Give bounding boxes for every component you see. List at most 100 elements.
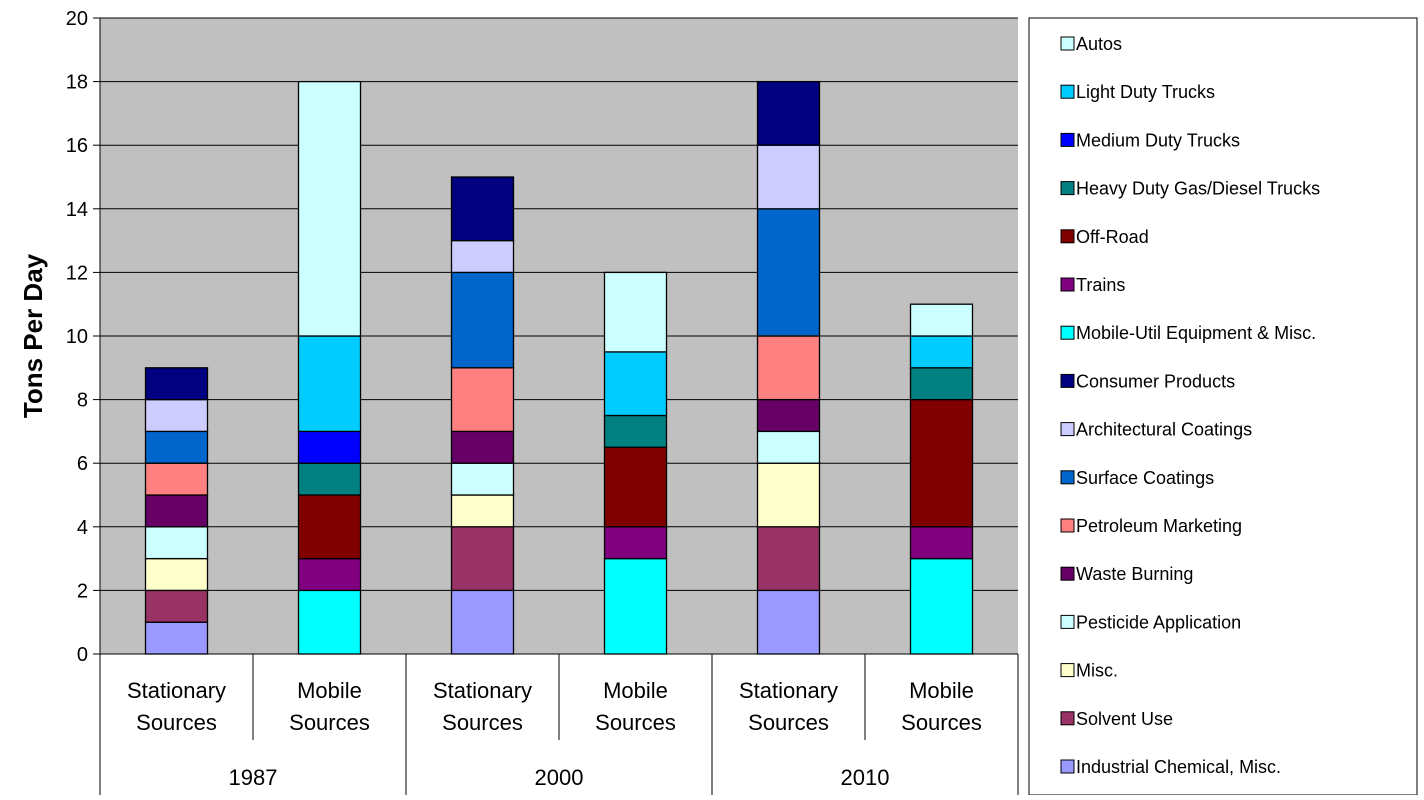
x-category-label: Stationary bbox=[433, 678, 532, 703]
bar-segment bbox=[297, 430, 362, 464]
bar-segment bbox=[450, 526, 515, 592]
bar-segment bbox=[450, 589, 515, 655]
y-tick-label: 6 bbox=[77, 453, 88, 475]
bar-segment bbox=[450, 176, 515, 242]
x-category-label: Sources bbox=[748, 710, 829, 735]
bar-segment bbox=[603, 271, 668, 353]
bar-segment bbox=[450, 494, 515, 528]
legend-swatch bbox=[1060, 759, 1075, 774]
bar-segment bbox=[144, 621, 209, 655]
y-tick-label: 20 bbox=[66, 8, 88, 30]
legend-swatch bbox=[1060, 181, 1075, 196]
bar-segment bbox=[297, 589, 362, 655]
x-category-label: Mobile bbox=[297, 678, 362, 703]
x-category-label: Sources bbox=[901, 710, 982, 735]
legend-entry: Architectural Coatings bbox=[1076, 420, 1252, 440]
bar-segment bbox=[603, 557, 668, 655]
legend-entry: Misc. bbox=[1076, 661, 1118, 681]
bar-segment bbox=[756, 589, 821, 655]
y-tick-label: 16 bbox=[66, 135, 88, 157]
legend-entry: Mobile-Util Equipment & Misc. bbox=[1076, 323, 1316, 343]
legend-entry: Trains bbox=[1076, 275, 1125, 295]
legend-swatch bbox=[1060, 422, 1075, 437]
x-category-label: Mobile bbox=[909, 678, 974, 703]
x-category-label: Stationary bbox=[739, 678, 838, 703]
x-category-labels: Stationary Sources Mobile Sources Stationary… bbox=[127, 678, 982, 790]
bar-segment bbox=[603, 351, 668, 417]
y-tick-label: 4 bbox=[77, 517, 88, 539]
x-category-label: Stationary bbox=[127, 678, 226, 703]
y-tick-label: 0 bbox=[77, 644, 88, 666]
legend-entry: Petroleum Marketing bbox=[1076, 516, 1242, 536]
bar-segment bbox=[909, 303, 974, 337]
bar-segment bbox=[450, 239, 515, 274]
bar-segment bbox=[297, 557, 362, 592]
y-tick-label: 10 bbox=[66, 326, 88, 348]
bar-segment bbox=[297, 494, 362, 560]
y-tick-label: 2 bbox=[77, 580, 88, 602]
y-tick-label: 8 bbox=[77, 390, 88, 412]
axes bbox=[93, 17, 1019, 795]
x-category-label: Sources bbox=[289, 710, 370, 735]
legend-swatch bbox=[1060, 277, 1075, 292]
legend-swatch bbox=[1060, 566, 1075, 581]
bar-segment bbox=[909, 398, 974, 528]
bar-segment bbox=[756, 144, 821, 210]
legend-entry: Medium Duty Trucks bbox=[1076, 130, 1240, 150]
x-group-label: 2000 bbox=[535, 765, 584, 790]
bar-segment bbox=[756, 80, 821, 146]
legend-swatch bbox=[1060, 663, 1075, 678]
legend-entry: Heavy Duty Gas/Diesel Trucks bbox=[1076, 179, 1320, 199]
legend-box bbox=[1028, 17, 1418, 796]
legend-entry: Light Duty Trucks bbox=[1076, 82, 1215, 102]
bar-segment bbox=[144, 398, 209, 433]
legend-entry: Waste Burning bbox=[1076, 564, 1193, 584]
bar-segment bbox=[909, 367, 974, 401]
bars bbox=[144, 80, 974, 655]
x-category-label: Sources bbox=[442, 710, 523, 735]
bar-segment bbox=[603, 446, 668, 528]
bar-segment bbox=[144, 589, 209, 623]
bar-segment bbox=[756, 430, 821, 464]
bar-segment bbox=[756, 208, 821, 337]
bar-segment bbox=[297, 80, 362, 337]
legend-swatch bbox=[1060, 36, 1075, 51]
legend-entry: Industrial Chemical, Misc. bbox=[1076, 757, 1281, 777]
x-category-label: Sources bbox=[595, 710, 676, 735]
bar-segment bbox=[144, 367, 209, 401]
y-axis-label: Tons Per Day bbox=[18, 253, 48, 418]
legend-swatch bbox=[1060, 711, 1075, 726]
y-tick-label: 14 bbox=[66, 199, 88, 221]
bar-segment bbox=[909, 557, 974, 655]
bar-segment bbox=[450, 367, 515, 433]
bar-segment bbox=[297, 335, 362, 433]
legend-entry: Surface Coatings bbox=[1076, 468, 1214, 488]
bar-segment bbox=[603, 414, 668, 448]
bar-segment bbox=[450, 462, 515, 496]
x-group-label: 2010 bbox=[841, 765, 890, 790]
x-category-label: Sources bbox=[136, 710, 217, 735]
x-category-label: Mobile bbox=[603, 678, 668, 703]
bar-segment bbox=[144, 430, 209, 464]
legend-swatch bbox=[1060, 229, 1075, 244]
legend-swatch bbox=[1060, 614, 1075, 629]
bar-segment bbox=[144, 494, 209, 528]
bar-segment bbox=[144, 526, 209, 560]
bar-segment bbox=[756, 335, 821, 401]
y-tick-label: 18 bbox=[66, 72, 88, 94]
y-tick-labels: 0 2 4 6 8 10 12 14 16 18 20 bbox=[66, 8, 88, 666]
bar-segment bbox=[909, 526, 974, 560]
legend-swatch bbox=[1060, 325, 1075, 340]
legend-entry: Pesticide Application bbox=[1076, 612, 1241, 632]
legend-swatch bbox=[1060, 373, 1075, 388]
gridlines bbox=[100, 17, 1018, 591]
bar-segment bbox=[603, 526, 668, 560]
legend-swatch bbox=[1060, 84, 1075, 99]
legend: Autos Light Duty Trucks Medium Duty Trucks… bbox=[1060, 34, 1320, 777]
legend-swatch bbox=[1060, 518, 1075, 533]
bar-segment bbox=[450, 271, 515, 369]
bar-segment bbox=[144, 557, 209, 592]
legend-swatch bbox=[1060, 470, 1075, 485]
